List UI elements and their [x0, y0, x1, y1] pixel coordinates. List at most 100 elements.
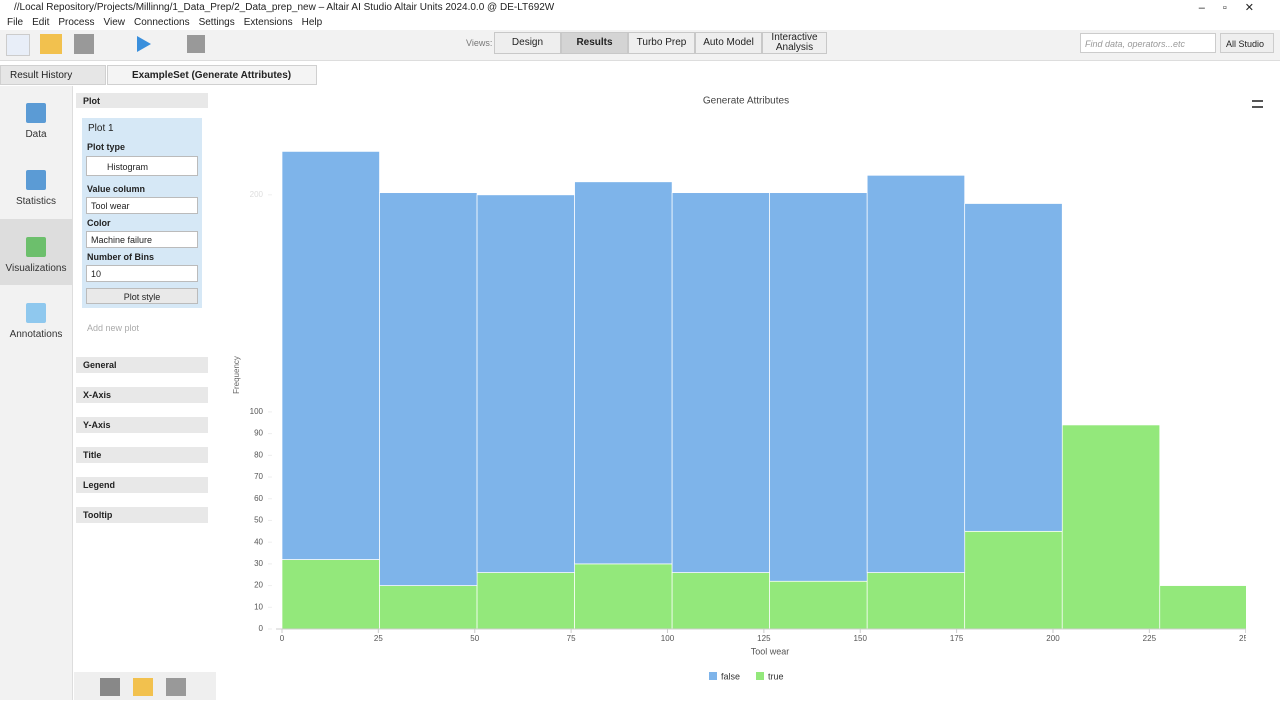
- refresh-icon[interactable]: [166, 678, 186, 696]
- field-label: Color: [87, 218, 111, 228]
- x-tick-label: 250: [1239, 634, 1246, 643]
- sidebar-item[interactable]: Statistics: [0, 170, 72, 207]
- y-tick-label: 40: [254, 537, 263, 546]
- bar: [1061, 424, 1161, 630]
- bar: [769, 192, 868, 582]
- bar: [964, 530, 1063, 630]
- sidebar-item[interactable]: Visualizations: [0, 237, 72, 274]
- bar: [476, 572, 575, 630]
- section-header[interactable]: General: [76, 357, 208, 373]
- x-tick-label: 0: [280, 634, 285, 643]
- plot-header[interactable]: Plot: [76, 93, 208, 108]
- x-tick-label: 125: [757, 634, 771, 643]
- y-tick-label: 80: [254, 450, 263, 459]
- y-tick-label: 50: [254, 516, 263, 525]
- window-controls: –▫✕: [1198, 2, 1272, 14]
- y-tick-label: 10: [254, 602, 263, 611]
- x-tick-label: 25: [374, 634, 383, 643]
- field-label: Plot type: [87, 142, 126, 152]
- view-button-active[interactable]: Results: [561, 32, 628, 54]
- menu-item[interactable]: View: [103, 17, 125, 28]
- section-header[interactable]: Y-Axis: [76, 417, 208, 433]
- bar: [379, 192, 478, 586]
- y-tick-label: 200: [250, 190, 264, 199]
- legend-swatch: [756, 672, 764, 680]
- window-title: //Local Repository/Projects/Millinng/1_D…: [14, 2, 555, 13]
- y-tick-label: 70: [254, 472, 263, 481]
- chart-menu[interactable]: [1252, 100, 1263, 108]
- x-tick-label: 175: [950, 634, 964, 643]
- sidebar-label: Data: [25, 129, 47, 140]
- sidebar-label: Annotations: [9, 329, 63, 340]
- menu-bar: File Edit Process View Connections Settings Ex…: [7, 17, 331, 28]
- x-axis-label: Tool wear: [751, 646, 790, 656]
- open-button[interactable]: [40, 34, 62, 54]
- section-header[interactable]: Legend: [76, 477, 208, 493]
- tab-active[interactable]: ExampleSet (Generate Attributes): [107, 65, 317, 85]
- bar: [769, 580, 868, 630]
- section-header[interactable]: X-Axis: [76, 387, 208, 403]
- x-tick-label: 100: [661, 634, 675, 643]
- menu-item[interactable]: Help: [301, 17, 323, 28]
- add-plot-link[interactable]: Add new plot: [87, 323, 140, 333]
- section-header[interactable]: Title: [76, 447, 208, 463]
- run-button[interactable]: [137, 36, 151, 52]
- x-tick-label: 225: [1143, 634, 1157, 643]
- x-tick-label: 50: [470, 634, 479, 643]
- legend-label: false: [721, 671, 740, 681]
- bar: [281, 559, 380, 630]
- menu-item[interactable]: Edit: [32, 17, 50, 28]
- bar: [574, 563, 673, 630]
- view-button[interactable]: Turbo Prep: [628, 32, 695, 54]
- tab[interactable]: Result History: [0, 65, 106, 85]
- bar: [866, 572, 966, 630]
- bar: [281, 151, 380, 560]
- view-button[interactable]: Auto Model: [695, 32, 762, 54]
- legend-swatch: [709, 672, 717, 680]
- bar: [574, 181, 673, 565]
- bar: [964, 203, 1063, 532]
- folder-icon[interactable]: [133, 678, 153, 696]
- field-dropdown[interactable]: Tool wear: [86, 197, 198, 214]
- bar: [671, 192, 770, 573]
- x-tick-label: 150: [854, 634, 868, 643]
- plot-name: Plot 1: [88, 123, 114, 134]
- stop-button[interactable]: [187, 35, 205, 53]
- scope-dropdown[interactable]: All Studio: [1220, 33, 1274, 53]
- field-dropdown[interactable]: Machine failure: [86, 231, 198, 248]
- field-input[interactable]: 10: [86, 265, 198, 282]
- search-box[interactable]: Find data, operators...etc: [1080, 33, 1216, 53]
- save-icon[interactable]: [100, 678, 120, 696]
- plot-style-button[interactable]: Plot style: [86, 288, 198, 304]
- y-tick-label: 30: [254, 559, 263, 568]
- sidebar-item[interactable]: Data: [0, 103, 72, 140]
- legend-label: true: [768, 671, 784, 681]
- menu-item[interactable]: Process: [58, 17, 95, 28]
- field-dropdown[interactable]: Histogram: [86, 156, 198, 176]
- chart: Generate Attributes Frequency Tool wear 0 10…: [232, 96, 1246, 681]
- sidebar-item[interactable]: Annotations: [0, 303, 72, 340]
- sidebar-label: Visualizations: [5, 263, 67, 274]
- bar: [476, 194, 575, 573]
- views-label: Views:: [466, 38, 493, 48]
- menu-item[interactable]: Extensions: [243, 17, 293, 28]
- view-button[interactable]: Design: [494, 32, 561, 54]
- bar: [1159, 585, 1246, 630]
- section-header[interactable]: Tooltip: [76, 507, 208, 523]
- x-tick-label: 75: [567, 634, 576, 643]
- view-button[interactable]: Interactive Analysis: [762, 32, 827, 54]
- menu-item[interactable]: Settings: [198, 17, 235, 28]
- icon: [26, 303, 46, 323]
- chart-title: Generate Attributes: [703, 96, 789, 107]
- y-tick-label: 90: [254, 429, 263, 438]
- y-tick-label: 20: [254, 581, 263, 590]
- y-tick-label: 60: [254, 494, 263, 503]
- field-label: Value column: [87, 184, 146, 194]
- menu-item[interactable]: Connections: [133, 17, 190, 28]
- field-label: Number of Bins: [87, 252, 155, 262]
- save-button[interactable]: [74, 34, 94, 54]
- icon: [26, 103, 46, 123]
- new-button[interactable]: [6, 34, 30, 56]
- menu-item[interactable]: File: [7, 17, 24, 28]
